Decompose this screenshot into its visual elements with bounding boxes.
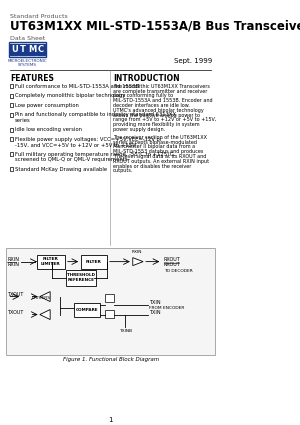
Text: Low power consumption: Low power consumption — [15, 103, 79, 108]
Text: Pin and functionally compatible to industry standard 6313XX: Pin and functionally compatible to indus… — [15, 112, 176, 117]
Text: Figure 1. Functional Block Diagram: Figure 1. Functional Block Diagram — [63, 357, 159, 363]
Bar — [10, 103, 13, 108]
Text: UTMC's advanced bipolar technology: UTMC's advanced bipolar technology — [113, 108, 204, 113]
Text: -15V, and VCC=+5V to +12V or +5V to +15V: -15V, and VCC=+5V to +12V or +5V to +15V — [15, 142, 136, 147]
Text: Manchester II bipolar data from a: Manchester II bipolar data from a — [113, 144, 195, 150]
Text: 1: 1 — [108, 417, 113, 423]
Bar — [10, 94, 13, 98]
Text: The monolithic UT63M1XX Transceivers: The monolithic UT63M1XX Transceivers — [113, 84, 210, 89]
Text: THRESHOLD: THRESHOLD — [67, 273, 95, 277]
Text: Standard McKay Drawing available: Standard McKay Drawing available — [15, 167, 107, 172]
Text: DRIVERS: DRIVERS — [31, 295, 50, 300]
Text: RXOUT: RXOUT — [164, 257, 181, 262]
Bar — [6, 248, 215, 355]
Bar — [19, 44, 27, 55]
Text: decoder interfaces are idle low.: decoder interfaces are idle low. — [113, 103, 190, 108]
Text: RXOUT outputs. An external RXIN input: RXOUT outputs. An external RXIN input — [113, 159, 209, 164]
Bar — [10, 152, 13, 156]
Text: RXOUT: RXOUT — [164, 262, 181, 267]
Bar — [9, 42, 46, 57]
Text: Full military operating temperature range, -55°C to +125°C,: Full military operating temperature rang… — [15, 152, 175, 157]
Bar — [105, 294, 114, 302]
Text: FROM ENCODER: FROM ENCODER — [149, 306, 184, 309]
Text: TXIN: TXIN — [149, 300, 160, 305]
Text: FEATURES: FEATURES — [10, 74, 54, 83]
Text: COMPARE: COMPARE — [76, 308, 98, 312]
Text: The receiver section of the UT63M1XX: The receiver section of the UT63M1XX — [113, 135, 207, 140]
Text: Flexible power supply voltages: VCC=+5V,VEE=-12V or: Flexible power supply voltages: VCC=+5V,… — [15, 137, 162, 142]
Text: power supply design.: power supply design. — [113, 127, 165, 132]
Text: UT63M1XX MIL-STD-1553A/B Bus Transceiver: UT63M1XX MIL-STD-1553A/B Bus Transceiver — [10, 20, 300, 33]
Text: are complete transmitter and receiver: are complete transmitter and receiver — [113, 89, 207, 94]
Polygon shape — [133, 258, 143, 266]
Text: RXIN: RXIN — [8, 257, 20, 262]
Text: MICROELECTRONIC: MICROELECTRONIC — [8, 59, 47, 63]
Bar — [81, 255, 107, 269]
Polygon shape — [40, 292, 50, 302]
Text: pairs conforming fully to: pairs conforming fully to — [113, 94, 173, 99]
Text: LIMITER: LIMITER — [41, 262, 61, 266]
Text: TXOUT: TXOUT — [8, 292, 24, 297]
Bar — [10, 137, 13, 141]
Bar — [37, 255, 65, 269]
Text: SYSTEMS: SYSTEMS — [18, 63, 37, 67]
Bar — [28, 44, 36, 55]
Text: Idle low encoding version: Idle low encoding version — [15, 128, 82, 132]
Text: TXINB: TXINB — [119, 329, 132, 332]
Text: FILTER: FILTER — [86, 260, 102, 264]
Text: Full conformance to MIL-STD-1553A and 1553B: Full conformance to MIL-STD-1553A and 15… — [15, 84, 139, 89]
Text: RXIN: RXIN — [8, 262, 20, 267]
Text: TTL-level signal data at its RXOUT and: TTL-level signal data at its RXOUT and — [113, 154, 206, 159]
Text: series: series — [15, 118, 31, 123]
Text: REFERENCE: REFERENCE — [68, 278, 94, 282]
Text: enables or disables the receiver: enables or disables the receiver — [113, 164, 191, 169]
Text: Data Sheet: Data Sheet — [10, 36, 46, 41]
Text: C: C — [38, 45, 44, 54]
Text: Standard Products: Standard Products — [10, 14, 68, 19]
Bar — [74, 303, 100, 317]
Text: TXIN: TXIN — [149, 310, 160, 315]
Text: screened to QML-Q or QML-V requirements: screened to QML-Q or QML-V requirements — [15, 157, 128, 162]
Text: T: T — [20, 45, 26, 54]
Text: outputs.: outputs. — [113, 168, 133, 173]
Bar — [37, 44, 45, 55]
Text: TXOUT: TXOUT — [8, 310, 24, 315]
Bar — [10, 44, 18, 55]
Text: MIL-STD-1553 databus and produces: MIL-STD-1553 databus and produces — [113, 149, 203, 154]
Text: providing more flexibility in system: providing more flexibility in system — [113, 122, 200, 127]
Text: MIL-STD-1553A and 1553B. Encoder and: MIL-STD-1553A and 1553B. Encoder and — [113, 98, 212, 103]
Bar — [10, 113, 13, 117]
Polygon shape — [40, 309, 50, 320]
Text: Completely monolithic bipolar technology: Completely monolithic bipolar technology — [15, 94, 125, 98]
Text: series accepts biphase-modulated: series accepts biphase-modulated — [113, 139, 197, 144]
Text: TO DECODER: TO DECODER — [164, 269, 193, 272]
Bar — [10, 128, 13, 132]
Text: range from +5V to +12V or +5V to +15V,: range from +5V to +12V or +5V to +15V, — [113, 117, 216, 122]
Bar — [66, 269, 96, 286]
Text: allows the positive analog power to: allows the positive analog power to — [113, 113, 200, 118]
Bar — [10, 85, 13, 88]
Text: RXIN: RXIN — [131, 249, 142, 254]
Text: INTRODUCTION: INTRODUCTION — [113, 74, 179, 83]
Bar — [105, 309, 114, 317]
Text: M: M — [28, 45, 36, 54]
Text: Sept. 1999: Sept. 1999 — [174, 58, 212, 64]
Text: U: U — [11, 45, 18, 54]
Bar — [10, 167, 13, 171]
Text: FILTER: FILTER — [43, 257, 59, 261]
